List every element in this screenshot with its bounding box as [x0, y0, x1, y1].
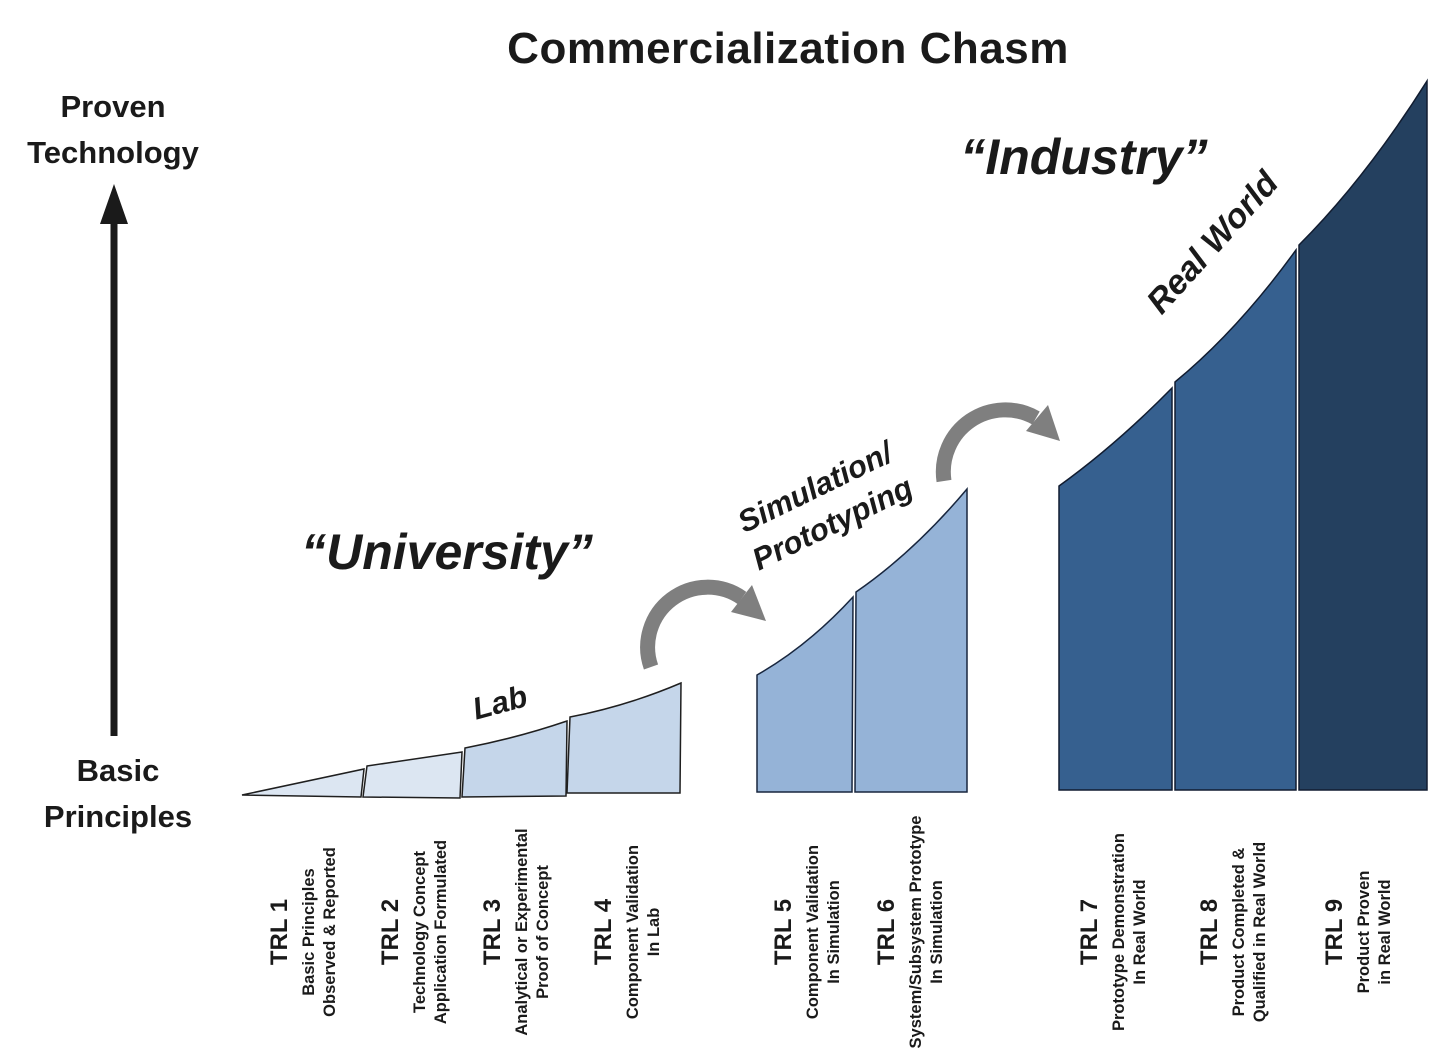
trl-8-desc-line2: Qualified in Real World [1250, 841, 1269, 1023]
up-arrow-icon [100, 184, 128, 736]
trl-9-desc-line2: in Real World [1375, 879, 1394, 985]
axis-top-label-line1: Proven [60, 89, 166, 124]
trl-4-number: TRL 4 [589, 898, 617, 966]
trl-3-desc-line2: Proof of Concept [533, 865, 552, 999]
segment-trl-4 [566, 681, 682, 794]
trl-4-desc-line1: Component Validation [623, 844, 642, 1020]
segment-trl-5 [756, 595, 854, 793]
trl-9-number: TRL 9 [1320, 898, 1348, 966]
trl-7-desc-line1: Prototype Demonstration [1109, 832, 1128, 1032]
trl-9-desc-line1: Product Proven [1354, 870, 1373, 994]
trl-2-label: TRL 2 Technology Concept Application For… [377, 840, 451, 1024]
trl-3-number: TRL 3 [478, 898, 506, 966]
trl-2-desc-line2: Application Formulated [431, 839, 450, 1025]
axis-bottom-label-line2: Principles [43, 798, 193, 834]
trl-2-desc-line1: Technology Concept [410, 851, 429, 1013]
trl-8-desc-line1: Product Completed & [1229, 847, 1248, 1017]
trl-5-desc-line1: Component Validation [803, 844, 822, 1020]
trl-4-label: TRL 4 Component Validation In Lab [590, 845, 664, 1019]
trl-3-label: TRL 3 Analytical or Experimental Proof o… [479, 828, 553, 1035]
trl-5-desc-line2: In Simulation [824, 880, 843, 984]
axis-top-label-line2: Technology [27, 134, 199, 170]
segment-trl-3 [461, 719, 568, 798]
trl-1-desc-line2: Observed & Reported [320, 847, 339, 1017]
segment-trl-8 [1174, 247, 1297, 791]
trl-6-desc-line1: System/Subsystem Prototype [906, 815, 925, 1049]
trl-2-number: TRL 2 [376, 898, 404, 966]
trl-6-label: TRL 6 System/Subsystem Prototype In Simu… [873, 816, 947, 1049]
axis-top-label: Proven Technology [27, 84, 199, 176]
trl-6-desc-line2: In Simulation [927, 880, 946, 984]
trl-5-number: TRL 5 [769, 898, 797, 966]
industry-phase-label: “Industry” [960, 129, 1208, 185]
segment-trl-7 [1058, 386, 1173, 791]
segment-trl-9 [1298, 78, 1428, 791]
trl-9-label: TRL 9 Product Proven in Real World [1321, 871, 1395, 994]
trl-7-desc-line2: In Real World [1130, 879, 1149, 985]
axis-bottom-label-line1: Basic [76, 753, 160, 788]
trl-1-number: TRL 1 [265, 898, 293, 966]
trl-4-desc-line2: In Lab [644, 907, 663, 957]
page-title: Commercialization Chasm [507, 24, 1069, 73]
segment-trl-1 [241, 768, 365, 798]
chasm-arrow-2-icon [935, 402, 1060, 483]
axis-bottom-label: Basic Principles [44, 748, 192, 840]
trl-5-label: TRL 5 Component Validation In Simulation [770, 845, 844, 1019]
trl-3-desc-line1: Analytical or Experimental [512, 828, 531, 1036]
chasm-arrow-1-icon [640, 579, 766, 670]
trl-7-number: TRL 7 [1075, 898, 1103, 966]
university-phase-label: “University” [301, 524, 593, 580]
trl-1-label: TRL 1 Basic Principles Observed & Report… [266, 847, 340, 1017]
trl-6-number: TRL 6 [872, 898, 900, 966]
trl-8-label: TRL 8 Product Completed & Qualified in R… [1196, 842, 1270, 1022]
trl-1-desc-line1: Basic Principles [299, 868, 318, 996]
segment-trl-6 [854, 486, 968, 793]
trl-7-label: TRL 7 Prototype Demonstration In Real Wo… [1076, 833, 1150, 1031]
trl-8-number: TRL 8 [1195, 898, 1223, 966]
segment-trl-2 [362, 751, 463, 799]
